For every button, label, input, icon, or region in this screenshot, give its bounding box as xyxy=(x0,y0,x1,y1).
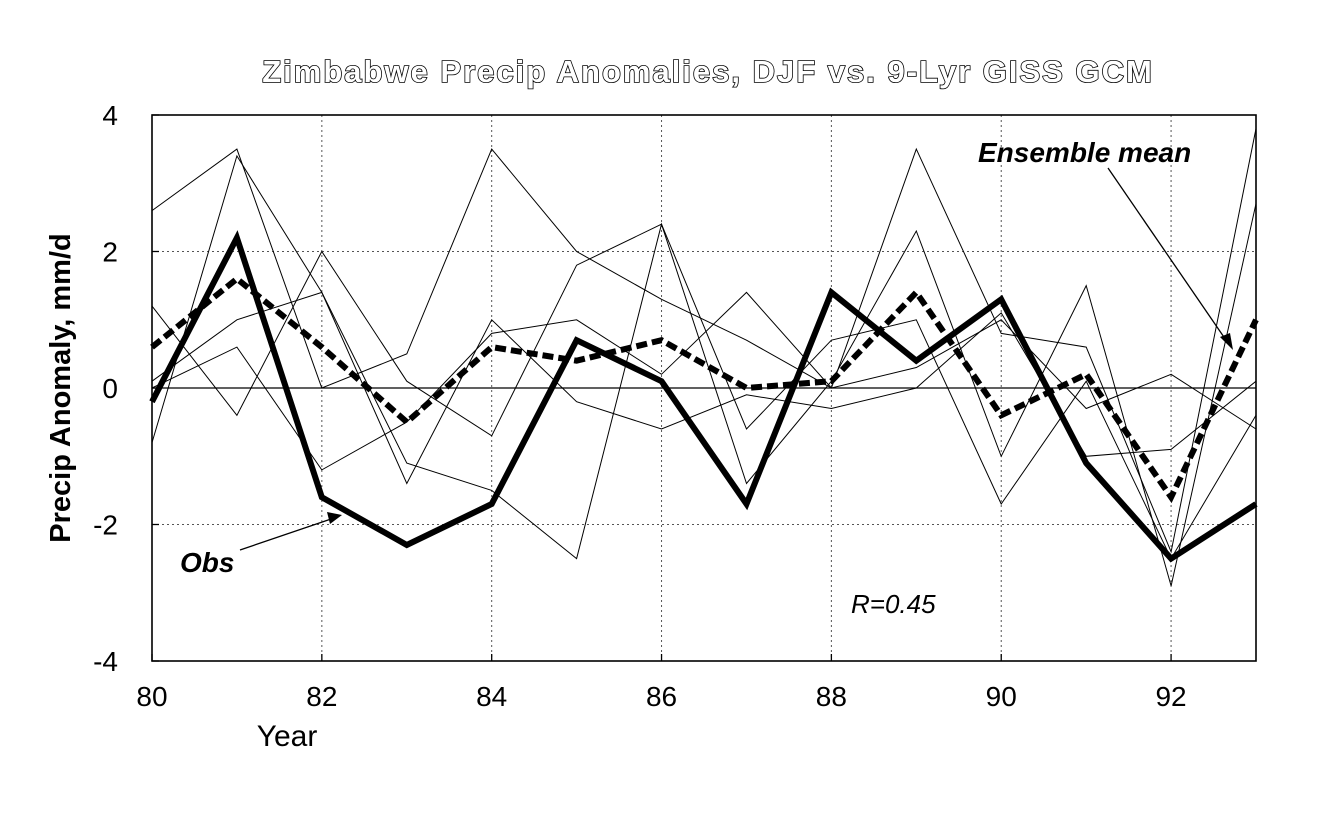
chart-title: Zimbabwe Precip Anomalies, DJF vs. 9-Lyr… xyxy=(262,54,1154,89)
obs-label: Obs xyxy=(180,547,234,578)
grid xyxy=(152,115,1256,661)
series-ensemble-mean xyxy=(150,274,1259,504)
ensemble-mean-arrow xyxy=(1107,167,1229,344)
ensemble-mean-arrowhead xyxy=(1220,333,1233,350)
x-tick-label: 86 xyxy=(646,681,677,712)
x-tick-label: 80 xyxy=(136,681,167,712)
x-tick-label: 84 xyxy=(476,681,507,712)
series-member-5 xyxy=(151,291,1257,471)
y-tick-label: -2 xyxy=(93,510,118,541)
x-axis-label: Year xyxy=(257,720,318,753)
y-tick-label: 2 xyxy=(102,237,118,268)
x-tick-label: 82 xyxy=(306,681,337,712)
series-member-3 xyxy=(151,223,1257,560)
y-tick-label: -4 xyxy=(93,646,118,677)
obs-arrow xyxy=(239,517,335,551)
series-obs xyxy=(149,230,1258,563)
x-tick-label: 90 xyxy=(986,681,1017,712)
series-member-2 xyxy=(151,154,1257,587)
x-tick-label: 92 xyxy=(1155,681,1186,712)
y-tick-label: 0 xyxy=(102,373,118,404)
ticks: 80 82 84 86 88 90 92 -4 -2 0 2 4 xyxy=(93,100,1187,712)
y-tick-label: 4 xyxy=(102,100,118,131)
ensemble-members xyxy=(151,128,1257,587)
x-tick-label: 88 xyxy=(816,681,847,712)
ensemble-mean-label: Ensemble mean xyxy=(978,137,1191,168)
obs-arrowhead xyxy=(327,512,342,524)
series-member-1 xyxy=(151,128,1257,554)
main-series xyxy=(149,230,1259,563)
y-axis-label: Precip Anomaly, mm/d xyxy=(45,233,77,542)
correlation-label: R=0.45 xyxy=(851,589,936,619)
